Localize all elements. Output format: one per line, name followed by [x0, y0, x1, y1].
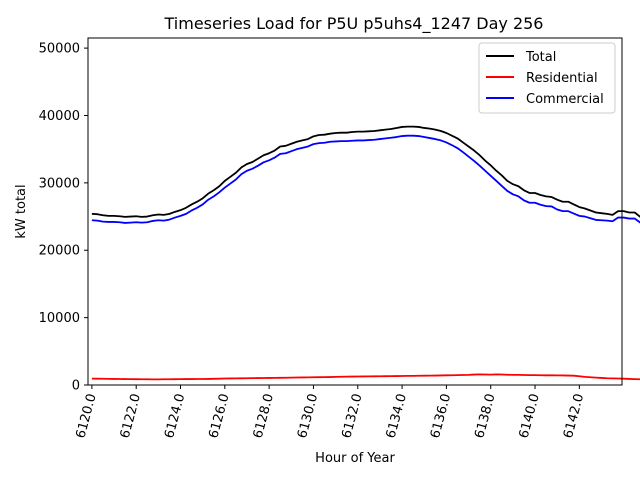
y-tick-label: 0 [72, 379, 80, 394]
x-axis-label: Hour of Year [315, 451, 395, 466]
y-tick-label: 50000 [39, 42, 80, 57]
legend-label-total: Total [525, 50, 556, 65]
y-tick-label: 10000 [39, 311, 80, 326]
line-chart: Timeseries Load for P5U p5uhs4_1247 Day … [0, 0, 640, 480]
legend-label-commercial: Commercial [526, 92, 604, 107]
chart-title: Timeseries Load for P5U p5uhs4_1247 Day … [164, 14, 544, 34]
y-tick-label: 30000 [39, 176, 80, 191]
legend: Total Residential Commercial [479, 43, 615, 113]
y-axis-label: kW total [14, 184, 29, 238]
y-tick-label: 20000 [39, 244, 80, 259]
legend-label-residential: Residential [526, 71, 598, 86]
y-tick-label: 40000 [39, 109, 80, 124]
